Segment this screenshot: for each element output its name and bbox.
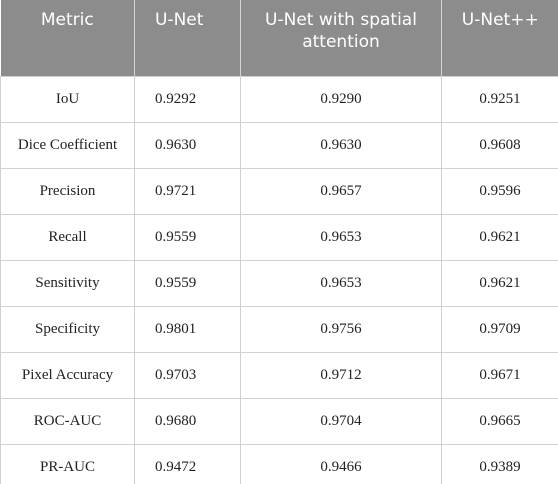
metric-name: Dice Coefficient — [0, 122, 135, 169]
metric-value: 0.9657 — [240, 168, 442, 215]
metric-name: Pixel Accuracy — [0, 352, 135, 399]
table-row: Specificity 0.9801 0.9756 0.9709 — [0, 306, 558, 353]
metric-name: Precision — [0, 168, 135, 215]
metric-value: 0.9251 — [441, 76, 558, 123]
metric-value: 0.9472 — [134, 444, 241, 484]
metric-value: 0.9596 — [441, 168, 558, 215]
metric-value: 0.9608 — [441, 122, 558, 169]
metric-value: 0.9653 — [240, 214, 442, 261]
metric-name: Specificity — [0, 306, 135, 353]
table-row: IoU 0.9292 0.9290 0.9251 — [0, 76, 558, 123]
metric-value: 0.9721 — [134, 168, 241, 215]
metric-value: 0.9704 — [240, 398, 442, 445]
metric-value: 0.9680 — [134, 398, 241, 445]
header-cell: U-Net with spatial attention — [240, 0, 442, 77]
metric-value: 0.9559 — [134, 214, 241, 261]
metric-value: 0.9292 — [134, 76, 241, 123]
table-row: Sensitivity 0.9559 0.9653 0.9621 — [0, 260, 558, 307]
metric-value: 0.9621 — [441, 214, 558, 261]
table-row: Recall 0.9559 0.9653 0.9621 — [0, 214, 558, 261]
metric-value: 0.9671 — [441, 352, 558, 399]
metric-value: 0.9290 — [240, 76, 442, 123]
header-cell: U-Net — [134, 0, 241, 77]
table-row: ROC-AUC 0.9680 0.9704 0.9665 — [0, 398, 558, 445]
metric-value: 0.9703 — [134, 352, 241, 399]
metric-name: Sensitivity — [0, 260, 135, 307]
metric-name: IoU — [0, 76, 135, 123]
table-body: IoU 0.9292 0.9290 0.9251 Dice Coefficient 0.9… — [0, 76, 558, 484]
metric-value: 0.9630 — [134, 122, 241, 169]
table-row: Dice Coefficient 0.9630 0.9630 0.9608 — [0, 122, 558, 169]
metric-value: 0.9653 — [240, 260, 442, 307]
metric-value: 0.9712 — [240, 352, 442, 399]
metric-value: 0.9466 — [240, 444, 442, 484]
table-row: Pixel Accuracy 0.9703 0.9712 0.9671 — [0, 352, 558, 399]
metric-value: 0.9389 — [441, 444, 558, 484]
header-cell: Metric — [0, 0, 135, 77]
metric-value: 0.9665 — [441, 398, 558, 445]
metric-value: 0.9801 — [134, 306, 241, 353]
metric-value: 0.9621 — [441, 260, 558, 307]
metric-name: Recall — [0, 214, 135, 261]
metric-name: PR-AUC — [0, 444, 135, 484]
table-row: Precision 0.9721 0.9657 0.9596 — [0, 168, 558, 215]
table-row: PR-AUC 0.9472 0.9466 0.9389 — [0, 444, 558, 484]
metric-value: 0.9559 — [134, 260, 241, 307]
header-row: Metric U-Net U-Net with spatial attention U… — [0, 0, 558, 77]
metric-value: 0.9756 — [240, 306, 442, 353]
metric-value: 0.9709 — [441, 306, 558, 353]
metric-value: 0.9630 — [240, 122, 442, 169]
header-cell: U-Net++ — [441, 0, 558, 77]
metric-name: ROC-AUC — [0, 398, 135, 445]
